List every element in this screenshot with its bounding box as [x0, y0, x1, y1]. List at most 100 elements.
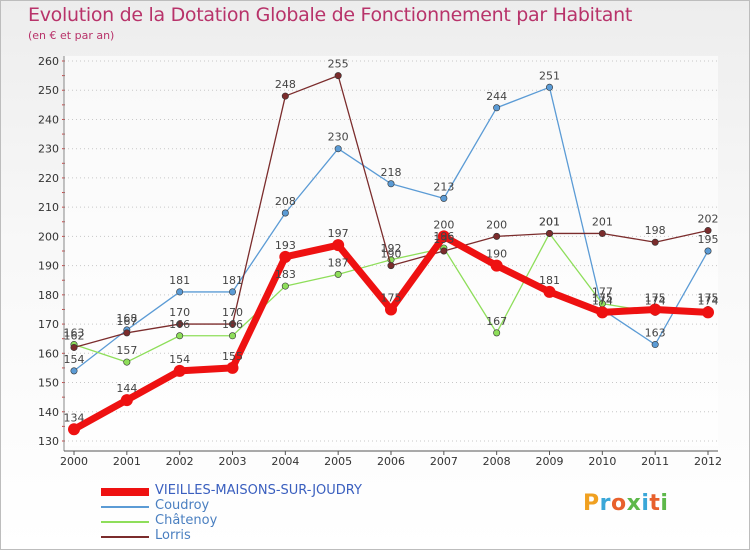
- data-label-vieilles-maisons-sur-joudry: 200: [433, 218, 454, 231]
- data-label-coudroy: 154: [64, 353, 85, 366]
- data-label-lorris: 255: [328, 58, 349, 71]
- data-label-coudroy: 175: [592, 291, 613, 304]
- y-tick-label: 130: [38, 435, 59, 448]
- data-label-vieilles-maisons-sur-joudry: 197: [328, 227, 349, 240]
- data-point-lorris: [387, 262, 395, 270]
- data-label-ch-tenoy: 187: [328, 256, 349, 269]
- data-label-lorris: 198: [645, 224, 666, 237]
- y-tick-label: 160: [38, 347, 59, 360]
- data-label-lorris: 170: [169, 306, 190, 319]
- data-label-ch-tenoy: 163: [64, 327, 85, 340]
- data-point-coudroy: [545, 83, 553, 91]
- chart-subtitle: (en € et par an): [28, 29, 115, 42]
- data-label-vieilles-maisons-sur-joudry: 174: [592, 294, 613, 307]
- y-tick-label: 230: [38, 143, 59, 156]
- y-tick-label: 170: [38, 318, 59, 331]
- data-label-lorris: 201: [539, 215, 560, 228]
- y-tick-label: 250: [38, 84, 59, 97]
- data-point-vieilles-maisons-sur-joudry: [332, 239, 345, 252]
- x-tick-label: 2004: [271, 455, 299, 468]
- data-point-ch-tenoy: [229, 332, 237, 340]
- data-label-coudroy: 168: [116, 312, 137, 325]
- x-tick-label: 2003: [219, 455, 247, 468]
- data-point-vieilles-maisons-sur-joudry: [543, 285, 556, 298]
- data-point-lorris: [334, 72, 342, 80]
- data-point-lorris: [493, 232, 501, 240]
- data-point-vieilles-maisons-sur-joudry: [437, 230, 450, 243]
- data-point-vieilles-maisons-sur-joudry: [649, 303, 662, 316]
- data-label-ch-tenoy: 166: [169, 318, 190, 331]
- data-point-coudroy: [229, 288, 237, 296]
- data-label-coudroy: 195: [698, 233, 719, 246]
- data-label-ch-tenoy: 192: [381, 242, 402, 255]
- data-point-vieilles-maisons-sur-joudry: [490, 259, 503, 272]
- data-label-vieilles-maisons-sur-joudry: 154: [169, 353, 190, 366]
- data-label-ch-tenoy: 183: [275, 268, 296, 281]
- legend-swatch: [101, 506, 149, 508]
- data-label-vieilles-maisons-sur-joudry: 175: [645, 291, 666, 304]
- legend-label: Coudroy: [155, 498, 210, 513]
- data-label-coudroy: 218: [381, 166, 402, 179]
- data-label-ch-tenoy: 177: [592, 286, 613, 299]
- y-tick-label: 260: [38, 55, 59, 68]
- data-point-vieilles-maisons-sur-joudry: [226, 361, 239, 374]
- data-label-lorris: 200: [486, 218, 507, 231]
- data-label-lorris: 162: [64, 329, 85, 342]
- data-label-vieilles-maisons-sur-joudry: 193: [275, 239, 296, 252]
- y-tick-label: 240: [38, 113, 59, 126]
- data-point-ch-tenoy: [176, 332, 184, 340]
- logo-letter: t: [649, 491, 661, 516]
- data-label-lorris: 202: [698, 213, 719, 226]
- data-point-vieilles-maisons-sur-joudry: [279, 250, 292, 263]
- x-tick-label: 2006: [377, 455, 405, 468]
- proxiti-logo: Proxiti: [583, 491, 668, 516]
- data-point-coudroy: [70, 367, 78, 375]
- data-point-vieilles-maisons-sur-joudry: [702, 306, 714, 319]
- data-point-lorris: [70, 343, 78, 351]
- data-label-coudroy: 208: [275, 195, 296, 208]
- x-tick-label: 2010: [588, 455, 616, 468]
- data-point-vieilles-maisons-sur-joudry: [68, 423, 80, 436]
- data-point-vieilles-maisons-sur-joudry: [385, 303, 397, 316]
- x-tick-label: 2009: [536, 455, 564, 468]
- legend-swatch: [101, 488, 149, 496]
- data-label-vieilles-maisons-sur-joudry: 134: [64, 411, 85, 424]
- data-point-lorris: [598, 229, 606, 237]
- data-label-vieilles-maisons-sur-joudry: 174: [698, 294, 719, 307]
- data-label-vieilles-maisons-sur-joudry: 155: [222, 350, 243, 363]
- data-point-coudroy: [704, 247, 712, 255]
- data-label-ch-tenoy: 175: [698, 291, 719, 304]
- x-tick-label: 2008: [483, 455, 511, 468]
- legend-label: VIEILLES-MAISONS-SUR-JOUDRY: [155, 483, 362, 498]
- x-tick-label: 2005: [324, 455, 352, 468]
- data-label-coudroy: 244: [486, 90, 507, 103]
- y-tick-label: 190: [38, 260, 59, 273]
- data-label-lorris: 248: [275, 78, 296, 91]
- y-tick-label: 180: [38, 289, 59, 302]
- data-label-lorris: 195: [433, 233, 454, 246]
- data-label-ch-tenoy: 157: [116, 344, 137, 357]
- data-label-coudroy: 163: [645, 327, 666, 340]
- logo-letter: x: [626, 491, 642, 516]
- legend-label: Châtenoy: [155, 513, 218, 528]
- x-tick-label: 2000: [60, 455, 88, 468]
- data-point-lorris: [545, 229, 553, 237]
- data-point-coudroy: [281, 209, 289, 217]
- data-point-coudroy: [651, 341, 659, 349]
- chart-title: Evolution de la Dotation Globale de Fonc…: [28, 4, 633, 26]
- data-label-vieilles-maisons-sur-joudry: 175: [381, 291, 402, 304]
- data-label-coudroy: 181: [222, 274, 243, 287]
- x-tick-label: 2001: [113, 455, 141, 468]
- legend-swatch: [101, 536, 149, 538]
- data-label-vieilles-maisons-sur-joudry: 181: [539, 274, 560, 287]
- data-point-coudroy: [440, 194, 448, 202]
- data-point-lorris: [651, 238, 659, 246]
- y-tick-label: 220: [38, 172, 59, 185]
- logo-letter: P: [583, 491, 600, 516]
- data-point-lorris: [440, 247, 448, 255]
- data-point-coudroy: [493, 104, 501, 112]
- data-point-vieilles-maisons-sur-joudry: [173, 364, 186, 377]
- data-label-vieilles-maisons-sur-joudry: 190: [486, 248, 507, 261]
- data-label-vieilles-maisons-sur-joudry: 144: [116, 382, 137, 395]
- logo-letter: i: [641, 491, 650, 516]
